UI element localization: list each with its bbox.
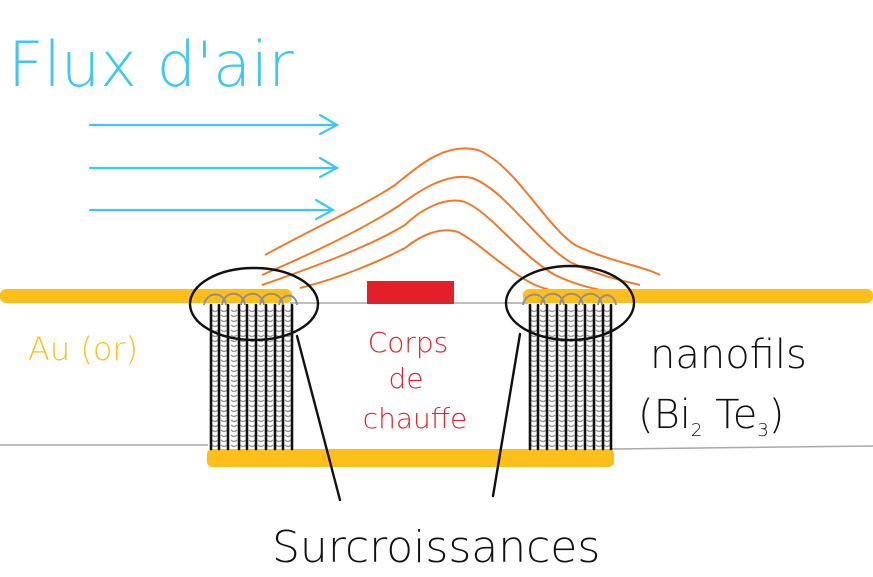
nanowires-label: nanofils (Bi2 Te3) [638, 332, 807, 441]
overgrowth-texture-strand [257, 309, 265, 448]
overgrowth-texture-strand [239, 309, 247, 448]
heater-label-line3: chauffe [363, 402, 468, 435]
overgrowth-texture-strand [539, 309, 547, 448]
airflow-arrow-3 [88, 198, 336, 221]
nanowire-bundle-right [522, 292, 617, 451]
gold-strip-left [0, 289, 292, 303]
nanowire-bundle-left [203, 292, 298, 451]
overgrowth-texture-strand [595, 309, 603, 448]
heat-wave-1 [264, 147, 661, 276]
overgrowth-caps-right [522, 292, 617, 306]
overgrowth-texture-strand [284, 309, 292, 448]
overgrowth-texture-strand [275, 309, 283, 448]
airflow-title: Flux d'air [8, 28, 294, 101]
overgrowth-texture-right [530, 309, 611, 448]
highlight-circle-left [188, 266, 320, 342]
wires-left [209, 303, 294, 451]
overgrowth-texture-strand [567, 309, 575, 448]
gold-layer-top [0, 289, 873, 303]
substrate-line-right [609, 445, 873, 450]
pointer-line-right [491, 332, 522, 498]
overgrowth-texture-strand [576, 309, 584, 448]
airflow-arrow-1 [88, 113, 340, 136]
overgrowth-texture-left [211, 309, 292, 448]
gold-layer-bottom [207, 449, 614, 467]
pointer-lines [295, 332, 522, 502]
formula-te: Te [702, 392, 757, 438]
overgrowth-label: Surcroissances [272, 522, 600, 573]
overgrowth-texture-strand [248, 309, 256, 448]
overgrowth-texture-strand [211, 309, 219, 448]
heat-waves [261, 147, 661, 298]
overgrowth-texture-strand [548, 309, 556, 448]
formula-close: ) [769, 392, 785, 438]
formula-sub-2: 2 [691, 420, 702, 441]
nanowires-label-line1: nanofils [650, 332, 807, 378]
overgrowth-texture-strand [220, 309, 228, 448]
overgrowth-caps-left [203, 292, 298, 306]
overgrowth-texture-strand [558, 309, 566, 448]
highlight-circles [188, 264, 636, 342]
heater-label: Corps de chauffe [363, 326, 468, 435]
overgrowth-texture-strand [603, 309, 611, 448]
heat-wave-3 [261, 199, 619, 294]
pointer-line-left [295, 334, 342, 502]
formula-bi: (Bi [638, 392, 691, 438]
wires-right [528, 303, 613, 451]
nanowires-label-line2: (Bi2 Te3) [638, 392, 784, 441]
airflow-arrow-2 [88, 156, 340, 179]
gold-label: Au (or) [28, 330, 138, 368]
airflow-arrows [88, 113, 340, 221]
overgrowth-texture-strand [586, 309, 594, 448]
overgrowth-texture-strand [230, 309, 238, 448]
formula-sub-3: 3 [757, 420, 768, 441]
heater-label-line2: de [389, 362, 424, 395]
heater-label-line1: Corps [368, 326, 449, 359]
gold-strip-right [523, 289, 873, 303]
highlight-circle-right [504, 264, 636, 342]
overgrowth-texture-strand [530, 309, 538, 448]
heater-element [367, 281, 454, 304]
overgrowth-texture-strand [266, 309, 274, 448]
